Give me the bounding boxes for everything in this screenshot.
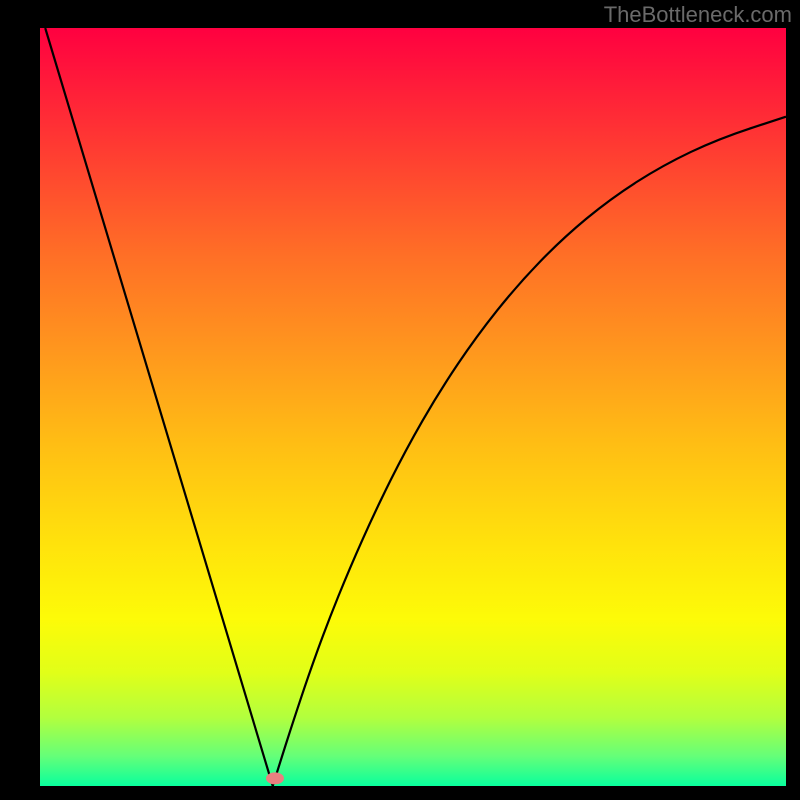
gradient-background [40,28,786,786]
chart-container: TheBottleneck.com [0,0,800,800]
vertex-marker [266,772,284,784]
watermark-attribution: TheBottleneck.com [604,2,792,28]
chart-svg [0,0,800,800]
